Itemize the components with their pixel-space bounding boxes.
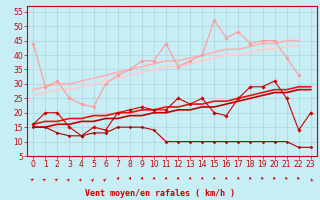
Text: Vent moyen/en rafales ( km/h ): Vent moyen/en rafales ( km/h ) bbox=[85, 189, 235, 198]
